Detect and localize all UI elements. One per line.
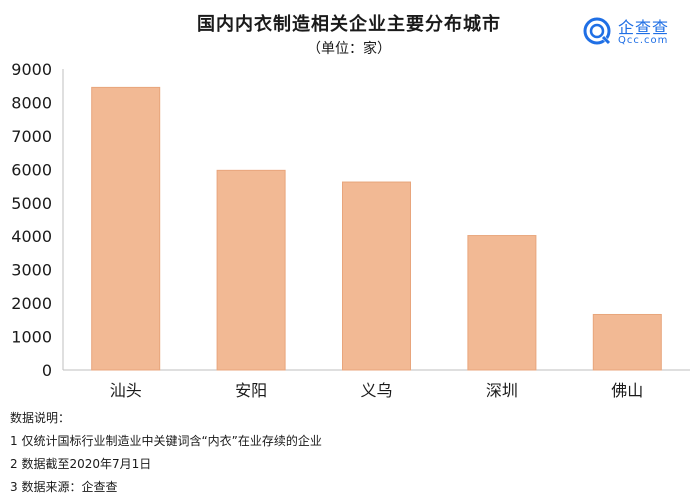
y-tick-label: 8000 bbox=[11, 93, 52, 112]
qcc-logo-name: 企查查 bbox=[618, 18, 670, 37]
y-tick-label: 4000 bbox=[11, 227, 52, 246]
y-tick-label: 6000 bbox=[11, 160, 52, 179]
data-notes: 数据说明： 1 仅统计国标行业制造业中关键词含“内衣”在业存续的企业 2 数据截… bbox=[10, 407, 322, 499]
y-tick-label: 7000 bbox=[11, 127, 52, 146]
x-category-label: 深圳 bbox=[486, 381, 518, 400]
qcc-logo-domain: Qcc.com bbox=[618, 35, 669, 46]
y-tick-label: 5000 bbox=[11, 194, 52, 213]
y-tick-label: 0 bbox=[42, 361, 52, 380]
qcc-logo-icon bbox=[583, 17, 612, 46]
bar-4 bbox=[467, 235, 537, 371]
chart-title: 国内内衣制造相关企业主要分布城市 bbox=[197, 14, 501, 35]
bar-5 bbox=[592, 313, 662, 371]
y-tick-label: 9000 bbox=[11, 60, 52, 79]
notes-item-2: 2 数据截至2020年7月1日 bbox=[10, 457, 152, 471]
bar-3 bbox=[342, 181, 411, 371]
x-category-label: 安阳 bbox=[235, 381, 267, 400]
x-category-label: 汕头 bbox=[110, 381, 142, 400]
bar-chart: 0 1000 2000 3000 4000 5000 6000 7000 8000 9000 汕头 安… bbox=[11, 60, 690, 400]
y-tick-label: 2000 bbox=[11, 294, 52, 313]
x-category-label: 佛山 bbox=[611, 381, 643, 400]
bar-2 bbox=[216, 169, 286, 371]
qcc-logo: 企查查 Qcc.com bbox=[582, 14, 692, 50]
bar-1 bbox=[91, 86, 161, 371]
x-category-label: 义乌 bbox=[360, 381, 392, 400]
notes-item-1: 1 仅统计国标行业制造业中关键词含“内衣”在业存续的企业 bbox=[10, 434, 322, 448]
notes-heading: 数据说明： bbox=[10, 411, 71, 425]
y-tick-label: 1000 bbox=[11, 328, 52, 347]
chart-subtitle: （单位：家） bbox=[307, 41, 391, 57]
y-tick-label: 3000 bbox=[11, 261, 52, 280]
notes-item-3: 3 数据来源：企查查 bbox=[10, 480, 118, 494]
